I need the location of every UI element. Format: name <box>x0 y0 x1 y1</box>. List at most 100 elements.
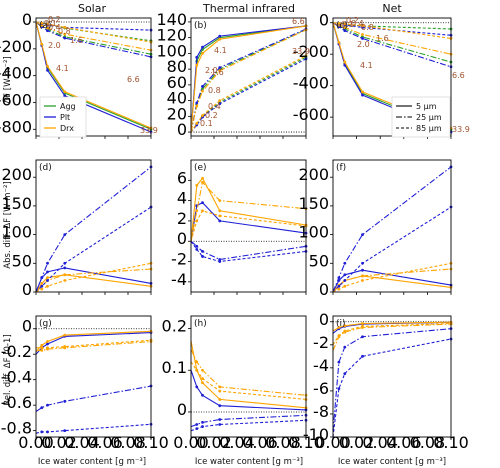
annotation-label-2-7: 6.6 <box>452 71 465 80</box>
point-h-5-2 <box>201 377 204 380</box>
ytick-label-a-4: -800 <box>0 117 32 136</box>
ytick-label-c-2: -400 <box>293 74 329 93</box>
annotation-label-1-6: 4.1 <box>214 46 227 55</box>
point-f-5-3 <box>361 279 364 282</box>
series-f-drx-3 <box>332 268 452 293</box>
ytick-label-i-0: 0 <box>319 310 329 329</box>
annotation-label-0-7: 6.6 <box>127 75 140 84</box>
xtick-label-h-3: 0.06 <box>242 433 278 452</box>
ytick-label-h-2: 0.2 <box>162 317 187 336</box>
point-c-8-3 <box>361 24 364 27</box>
point-h-1-3 <box>218 398 222 401</box>
series-e-plt-4 <box>190 240 307 263</box>
annotation-label-2-4: 1.6 <box>376 34 389 43</box>
point-i-5-1 <box>337 334 341 337</box>
ytick-label-e-0: -4 <box>171 270 187 289</box>
xlabel-solar: Ice water content [g m⁻³] <box>38 457 146 467</box>
point-d-1-2 <box>46 276 49 280</box>
point-b-2-1 <box>195 63 199 67</box>
point-b-3-2 <box>201 87 204 91</box>
series-d-plt-0 <box>35 267 152 293</box>
ytick-label-f-0: 0 <box>319 280 329 299</box>
xtick-label-i-1: 0.02 <box>339 433 375 452</box>
series-h-plt-4 <box>190 419 307 432</box>
point-a-8-1 <box>40 21 44 25</box>
axes-frame-d <box>35 159 152 293</box>
point-i-1-1 <box>337 326 341 329</box>
ytick-label-d-0: 0 <box>22 280 32 299</box>
axes-frame-f <box>332 159 452 293</box>
annotation-label-0-5: 2.0 <box>48 41 61 50</box>
point-e-4-3 <box>218 260 222 263</box>
series-f-drx-1 <box>332 275 452 293</box>
point-a-1-3 <box>63 94 67 98</box>
series-d-drx-5 <box>35 262 152 293</box>
annotation-label-1-2: 0.4 <box>208 102 221 111</box>
point-h-2-1 <box>195 423 199 426</box>
annotation-label-2-2: 0.4 <box>351 19 364 28</box>
ytick-label-c-1: -200 <box>293 42 329 61</box>
point-g-2-2 <box>46 403 49 407</box>
point-f-0-2 <box>343 273 347 277</box>
point-h-1-2 <box>201 381 204 385</box>
panel-f: 0 50 100 150 200 (f) <box>298 159 453 299</box>
panel-label-e: (e) <box>194 163 207 173</box>
point-h-3-3 <box>218 385 222 389</box>
point-e-5-2 <box>201 209 204 213</box>
series-i-drx-3 <box>332 323 452 351</box>
point-h-0-2 <box>201 393 204 397</box>
point-c-4-3 <box>361 37 364 40</box>
ytick-label-e-4: 4 <box>177 189 187 208</box>
axes-frame-e <box>190 159 307 293</box>
point-i-2-2 <box>343 345 347 349</box>
point-f-5-2 <box>343 284 347 288</box>
ytick-label-i-3: -6 <box>313 379 329 398</box>
point-d-2-2 <box>46 261 49 265</box>
point-d-2-1 <box>40 276 44 280</box>
point-i-4-1 <box>337 387 341 390</box>
point-f-5-1 <box>337 287 341 291</box>
series-g-plt-2 <box>35 385 152 412</box>
point-c-1-2 <box>343 63 347 67</box>
point-h-5-1 <box>195 368 199 372</box>
ytick-label-g-2: -0.4 <box>1 368 32 387</box>
annotation-label-1-5: 2.0 <box>205 66 218 75</box>
point-h-3-1 <box>195 360 199 364</box>
ytick-label-b-1: 20 <box>167 104 187 123</box>
point-i-2-3 <box>361 335 364 339</box>
point-h-0-3 <box>218 404 222 408</box>
legend-size-label-0: 5 μm <box>416 102 437 111</box>
point-d-5-1 <box>40 287 44 291</box>
panel-label-c: (c) <box>336 21 348 31</box>
xlabel-net: Ice water content [g m⁻³] <box>338 457 446 467</box>
point-c-5-3 <box>361 33 364 36</box>
column-title-net: Net <box>382 2 402 15</box>
point-e-4-1 <box>195 247 199 251</box>
xtick-label-g-0: 0.00 <box>18 433 54 452</box>
annotation-label-0-8: 33.9 <box>140 126 158 135</box>
ytick-label-e-3: 2 <box>177 209 187 228</box>
point-a-5-3 <box>63 32 67 36</box>
annotation-label-0-1: 0.2 <box>48 15 61 24</box>
panel-h: 0 0.1 0.2 0.000.020.040.060.080.10 (h) <box>162 315 324 452</box>
column-title-solar: Solar <box>78 2 107 15</box>
ytick-label-i-2: -4 <box>313 356 329 375</box>
panel-label-f: (f) <box>336 163 346 173</box>
point-g-4-1 <box>40 430 44 434</box>
ytick-label-a-3: -600 <box>0 90 32 109</box>
ytick-label-d-2: 100 <box>1 223 32 242</box>
panel-label-g: (g) <box>39 319 52 329</box>
point-a-2-2 <box>46 64 49 68</box>
ytick-label-b-4: 80 <box>167 57 187 76</box>
ytick-label-i-1: -2 <box>313 333 329 352</box>
annotation-label-1-0: 0.1 <box>200 119 213 128</box>
point-h-3-2 <box>201 368 204 372</box>
point-h-2-3 <box>218 418 222 421</box>
ylabel-bottom: Rel. diff. ΔF [0-1] <box>3 334 13 405</box>
xtick-label-i-4: 0.08 <box>410 433 446 452</box>
ytick-label-h-0: 0 <box>177 400 187 419</box>
legend-habit: Agg Plt Drx <box>39 96 87 138</box>
annotation-label-0-2: 0.4 <box>48 23 61 32</box>
